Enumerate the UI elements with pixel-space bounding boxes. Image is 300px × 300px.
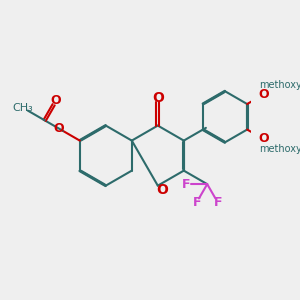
Text: methoxy: methoxy (259, 80, 300, 90)
Text: O: O (152, 91, 164, 105)
Text: O: O (258, 88, 268, 101)
Text: O: O (258, 132, 268, 146)
Text: F: F (192, 196, 201, 209)
Text: O: O (156, 183, 168, 197)
Text: F: F (214, 196, 222, 209)
Text: O: O (51, 94, 61, 107)
Text: O: O (54, 122, 64, 135)
Text: F: F (182, 178, 190, 190)
Text: CH₃: CH₃ (12, 103, 33, 112)
Text: methoxy: methoxy (259, 144, 300, 154)
